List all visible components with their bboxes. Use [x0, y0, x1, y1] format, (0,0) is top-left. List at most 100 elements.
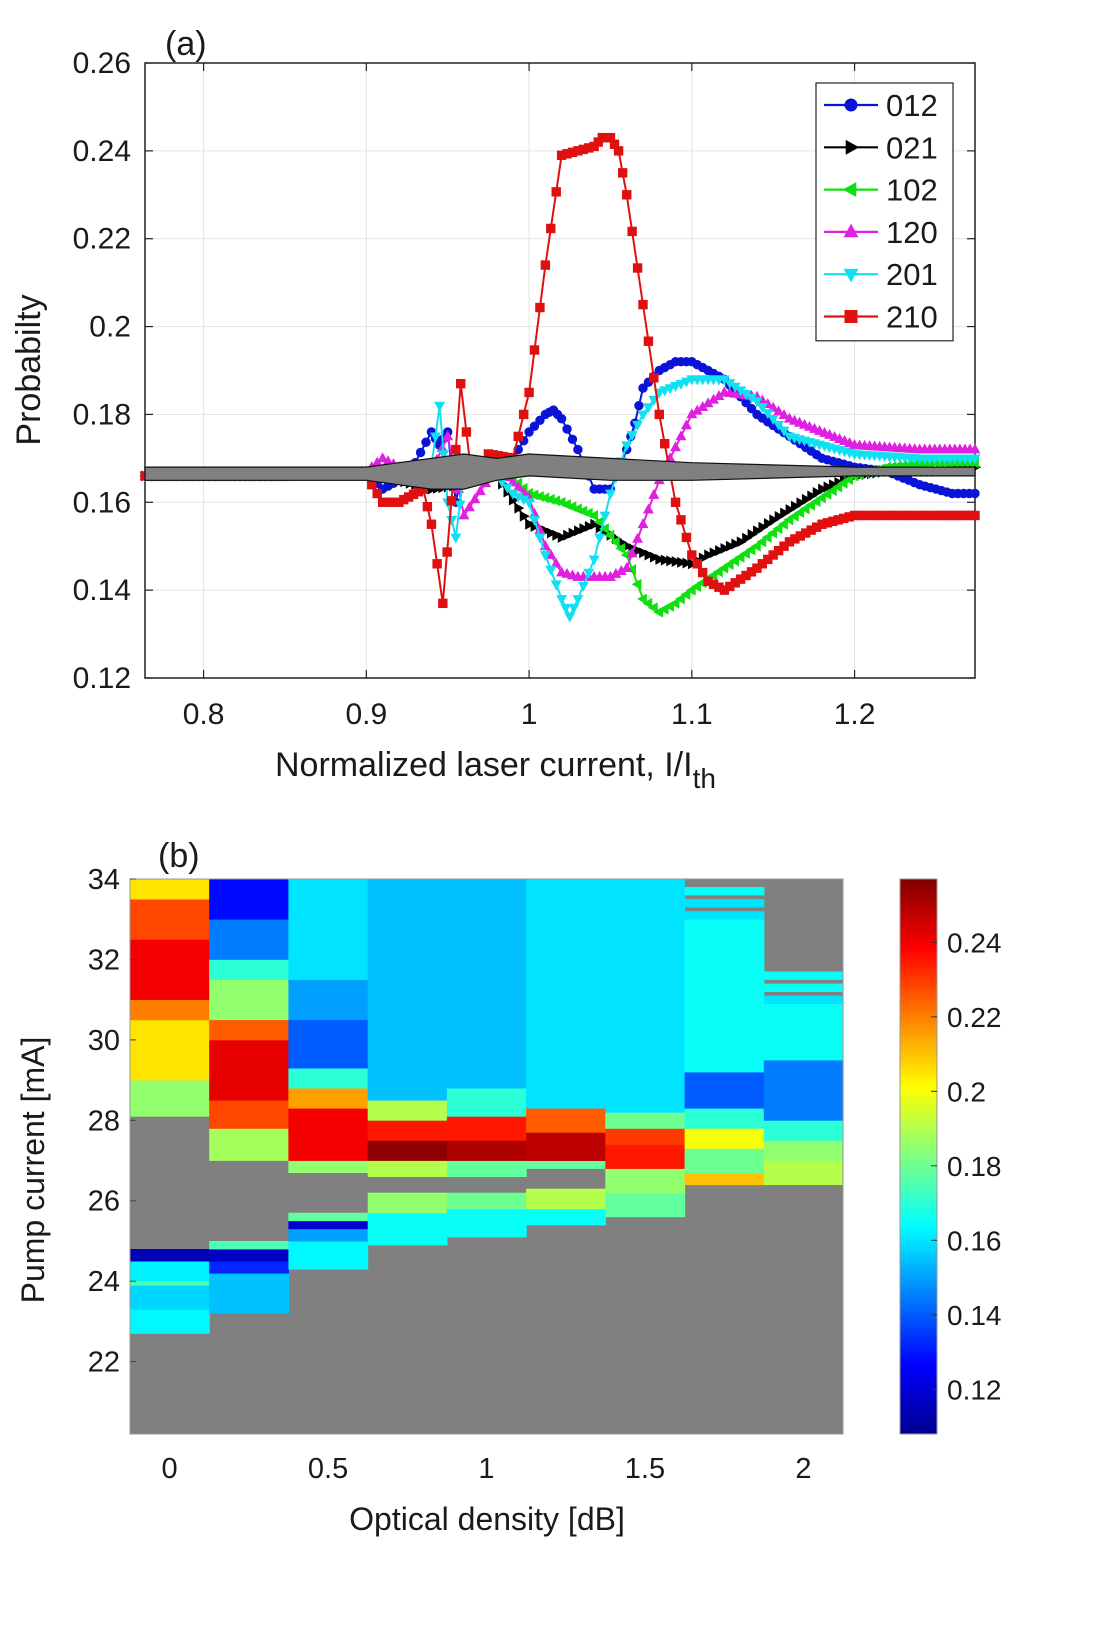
data-point [454, 500, 466, 511]
data-point [540, 260, 551, 270]
heatmap-cells-layer [130, 879, 844, 1334]
heatmap-cell [288, 1019, 369, 1069]
heatmap-y-axis-label: Pump current [mA] [15, 1037, 51, 1304]
data-point [560, 603, 572, 614]
chart-a-y-axis-label: Probabilty [10, 294, 48, 445]
data-point [550, 557, 562, 568]
data-point [704, 549, 715, 561]
heatmap-cell [288, 1088, 369, 1109]
data-point [632, 263, 643, 273]
heatmap-cell [367, 1192, 448, 1214]
heatmap-cell [446, 1208, 527, 1238]
heatmap-cell [130, 1080, 210, 1117]
data-point [725, 540, 736, 552]
heatmap-y-tick-label: 26 [88, 1186, 120, 1218]
heatmap-cell [288, 1212, 369, 1222]
data-point [563, 529, 574, 541]
data-point [697, 567, 708, 578]
data-point [676, 515, 686, 525]
data-point [564, 612, 576, 623]
heatmap-cell [446, 1192, 527, 1210]
data-point [377, 452, 389, 463]
heatmap-cell [605, 1128, 686, 1145]
data-point [422, 501, 433, 512]
data-point [525, 518, 536, 530]
data-point [761, 531, 772, 543]
heatmap-x-tick-label: 0.5 [308, 1453, 348, 1485]
data-point [736, 536, 747, 548]
data-point [501, 483, 513, 494]
panel-a-label: (a) [165, 25, 207, 63]
data-point [687, 550, 697, 560]
heatmap-cell [209, 919, 289, 960]
heatmap-cell [763, 983, 844, 992]
series-012 [140, 357, 980, 507]
heatmap-cell [130, 899, 210, 940]
legend-label: 012 [886, 88, 938, 123]
data-point [546, 223, 556, 234]
heatmap-cell [130, 999, 210, 1021]
y-tick-label: 0.18 [73, 398, 131, 431]
y-tick-label: 0.26 [73, 47, 131, 80]
heatmap-cell [605, 1168, 686, 1194]
data-point [715, 545, 726, 557]
legend-item-201: 201 [824, 257, 938, 292]
data-point [832, 481, 843, 493]
data-point [456, 378, 466, 389]
heatmap-cell [209, 1249, 289, 1262]
heatmap-cell [446, 879, 527, 1089]
data-point [577, 581, 589, 592]
data-point [745, 544, 756, 556]
data-point [801, 493, 812, 505]
data-point [821, 488, 832, 500]
data-point [604, 529, 615, 541]
legend-item-102: 102 [824, 173, 938, 208]
heatmap-cell [684, 919, 765, 1073]
heatmap-cell [367, 1120, 448, 1141]
chart-a-series-layer [138, 132, 982, 623]
heatmap-cell [288, 1068, 369, 1089]
data-point [777, 518, 788, 530]
y-tick-label: 0.22 [73, 223, 131, 256]
data-point [815, 492, 826, 504]
heatmap-cell [763, 1140, 844, 1161]
data-point [772, 523, 783, 535]
data-point [529, 421, 540, 431]
heatmap-cell [446, 1088, 527, 1117]
data-point [807, 490, 818, 502]
data-point [773, 420, 785, 431]
data-point [739, 548, 750, 560]
heatmap-cell [526, 1132, 606, 1161]
heatmap-cell [763, 1003, 844, 1061]
chart-b: (b) 0 0.5 1 1.5 2 22 24 26 28 30 32 34 Optical den… [15, 837, 1002, 1537]
data-point [734, 551, 745, 563]
data-point [450, 533, 462, 544]
data-point [660, 554, 671, 566]
data-point [647, 602, 658, 614]
chart-a-x-label-main: Normalized laser current, I/I [275, 746, 693, 784]
data-point [545, 565, 557, 576]
heatmap-cell [288, 1228, 369, 1242]
heatmap-y-ticks: 22 24 26 28 30 32 34 [88, 864, 136, 1379]
heatmap-cell [684, 1148, 765, 1173]
heatmap-cell [130, 1309, 210, 1334]
data-point [970, 510, 980, 521]
legend-item-021: 021 [824, 130, 938, 165]
legend-item-210: 210 [824, 300, 938, 335]
data-point [626, 431, 638, 442]
data-point [615, 542, 626, 554]
heatmap-cell [288, 1241, 369, 1270]
data-point [763, 518, 774, 529]
y-tick-label: 0.16 [73, 486, 131, 519]
chart-a: (a) 0.8 0.9 1 1.1 1.2 0.12 0.14 0.16 0.18 0.2 0.2… [10, 25, 982, 794]
colorbar-tick-label: 0.16 [947, 1225, 1002, 1256]
heatmap-cell [130, 1261, 210, 1282]
heatmap-cell [367, 1100, 448, 1121]
data-point [442, 430, 454, 441]
heatmap-y-tick-label: 30 [88, 1025, 120, 1057]
data-point [535, 415, 545, 425]
data-point [598, 523, 609, 535]
data-point [837, 477, 848, 489]
heatmap-cell [367, 879, 448, 1073]
data-point [588, 555, 600, 566]
